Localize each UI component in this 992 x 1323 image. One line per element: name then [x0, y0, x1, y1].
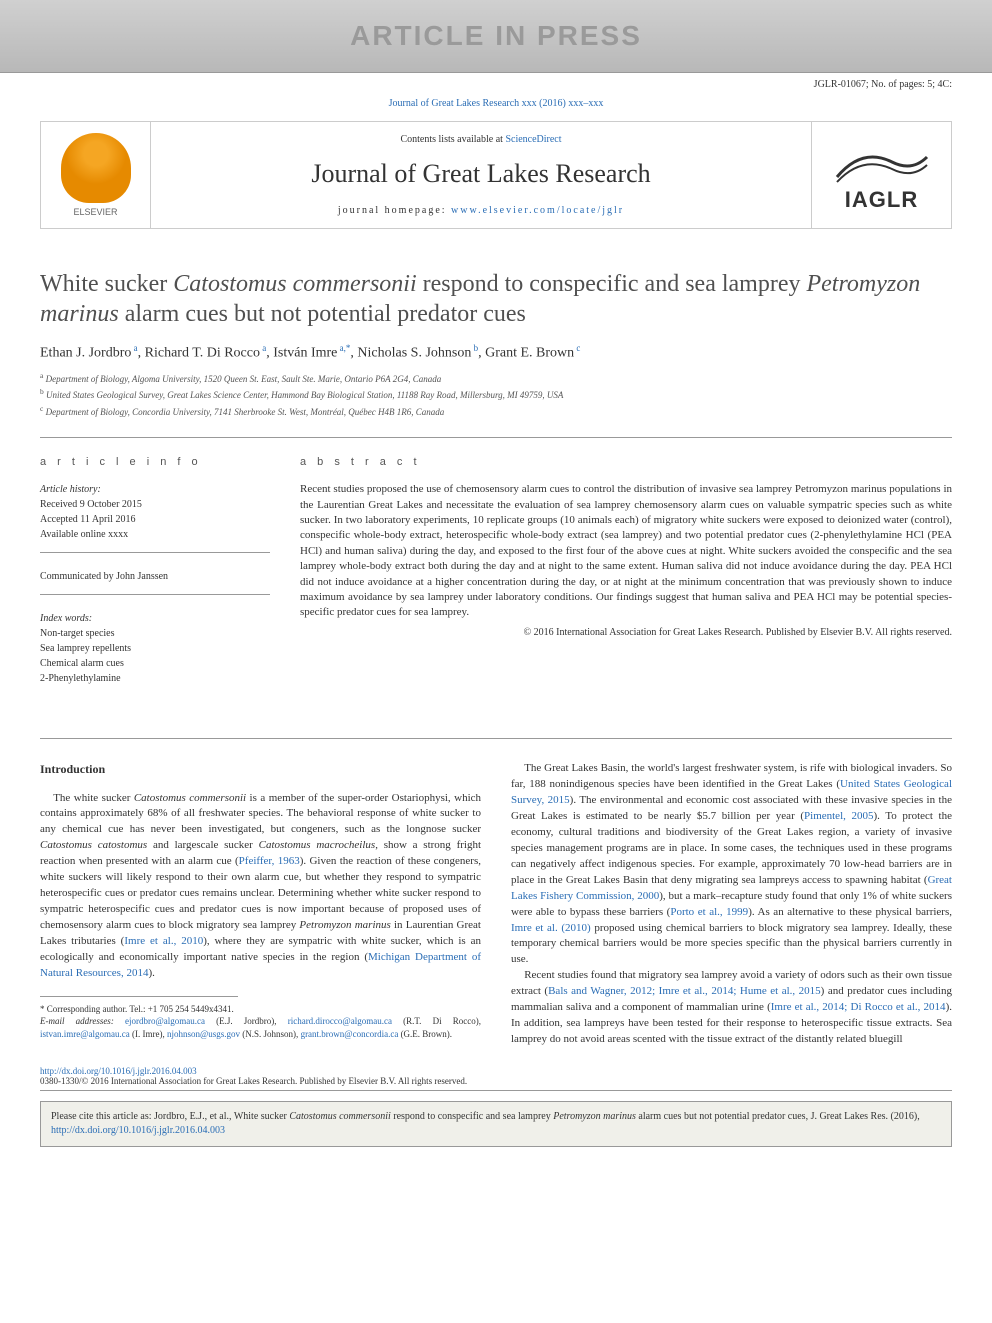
- accepted-date: Accepted 11 April 2016: [40, 512, 270, 527]
- author-4-sup: b: [471, 343, 478, 353]
- author-2-sup: a: [260, 343, 266, 353]
- author-2: Richard T. Di Rocco: [145, 346, 260, 361]
- keyword-4: 2-Phenylethylamine: [40, 671, 270, 686]
- contents-prefix: Contents lists available at: [400, 134, 505, 145]
- elsevier-tree-icon: [61, 133, 131, 203]
- author-1: Ethan J. Jordbro: [40, 346, 131, 361]
- email-1[interactable]: ejordbro@algomau.ca: [125, 1016, 205, 1026]
- email-5[interactable]: grant.brown@concordia.ca: [301, 1029, 399, 1039]
- keyword-2: Sea lamprey repellents: [40, 641, 270, 656]
- author-3: István Imre: [273, 346, 337, 361]
- ref-imre-2014[interactable]: Imre et al., 2014; Di Rocco et al., 2014: [771, 1001, 946, 1013]
- journal-header: ELSEVIER Contents lists available at Sci…: [40, 121, 952, 229]
- title-text-1: White sucker: [40, 271, 173, 297]
- ref-imre-2010[interactable]: Imre et al., 2010: [124, 935, 203, 947]
- title-text-3: alarm cues but not potential predator cu…: [119, 301, 526, 327]
- ref-imre-2010b[interactable]: Imre et al. (2010): [511, 922, 591, 934]
- two-column-layout: Introduction The white sucker Catostomus…: [40, 761, 952, 1048]
- homepage-line: journal homepage: www.elsevier.com/locat…: [163, 205, 799, 216]
- index-label: Index words:: [40, 611, 270, 626]
- reference-line: JGLR-01067; No. of pages: 5; 4C:: [0, 72, 992, 90]
- issn-line: 0380-1330/© 2016 International Associati…: [40, 1076, 952, 1086]
- iaglr-swoosh-icon: [832, 137, 932, 187]
- author-3-sup: a,: [337, 343, 346, 353]
- elsevier-logo: ELSEVIER: [41, 122, 151, 228]
- received-date: Received 9 October 2015: [40, 497, 270, 512]
- affiliations: a Department of Biology, Algoma Universi…: [40, 370, 952, 420]
- sciencedirect-link[interactable]: ScienceDirect: [505, 134, 561, 145]
- article-meta-row: a r t i c l e i n f o Article history: R…: [40, 437, 952, 702]
- intro-para-1: The white sucker Catostomus commersonii …: [40, 791, 481, 982]
- ref-pfeiffer[interactable]: Pfeiffer, 1963: [239, 855, 300, 867]
- keyword-3: Chemical alarm cues: [40, 656, 270, 671]
- footnote-rule: [40, 996, 238, 997]
- body-section: Introduction The white sucker Catostomus…: [40, 738, 952, 1048]
- introduction-head: Introduction: [40, 761, 481, 778]
- author-3-corr: *: [346, 343, 351, 353]
- author-5: Grant E. Brown: [485, 346, 574, 361]
- iaglr-label: IAGLR: [845, 187, 918, 213]
- contents-line: Contents lists available at ScienceDirec…: [163, 134, 799, 145]
- affiliation-a: a Department of Biology, Algoma Universi…: [40, 370, 952, 387]
- iaglr-logo: IAGLR: [811, 122, 951, 228]
- index-words: Index words: Non-target species Sea lamp…: [40, 611, 270, 686]
- journal-title: Journal of Great Lakes Research: [163, 159, 799, 189]
- affiliation-c: c Department of Biology, Concordia Unive…: [40, 403, 952, 420]
- homepage-link[interactable]: www.elsevier.com/locate/jglr: [451, 205, 624, 216]
- intro-para-2: The Great Lakes Basin, the world's large…: [511, 761, 952, 968]
- email-4[interactable]: njohnson@usgs.gov: [167, 1029, 240, 1039]
- communicated-by: Communicated by John Janssen: [40, 569, 270, 595]
- doi-link[interactable]: http://dx.doi.org/10.1016/j.jglr.2016.04…: [40, 1066, 197, 1076]
- affiliation-b: b United States Geological Survey, Great…: [40, 386, 952, 403]
- ref-bals[interactable]: Bals and Wagner, 2012; Imre et al., 2014…: [548, 985, 821, 997]
- intro-para-3: Recent studies found that migratory sea …: [511, 968, 952, 1048]
- email-2[interactable]: richard.dirocco@algomau.ca: [288, 1016, 392, 1026]
- email-addresses: E-mail addresses: ejordbro@algomau.ca (E…: [40, 1015, 481, 1040]
- author-4: Nicholas S. Johnson: [357, 346, 471, 361]
- abstract-text: Recent studies proposed the use of chemo…: [300, 482, 952, 621]
- homepage-prefix: journal homepage:: [338, 205, 451, 216]
- citation-box: Please cite this article as: Jordbro, E.…: [40, 1101, 952, 1147]
- footnotes: * Corresponding author. Tel.: +1 705 254…: [40, 1003, 481, 1041]
- title-italic-1: Catostomus commersonii: [173, 271, 416, 297]
- abstract-column: a b s t r a c t Recent studies proposed …: [300, 456, 952, 702]
- journal-citation: Journal of Great Lakes Research xxx (201…: [0, 90, 992, 121]
- doi-block: http://dx.doi.org/10.1016/j.jglr.2016.04…: [40, 1066, 952, 1091]
- corresponding-author: * Corresponding author. Tel.: +1 705 254…: [40, 1003, 481, 1016]
- citation-doi-link[interactable]: http://dx.doi.org/10.1016/j.jglr.2016.04…: [51, 1125, 225, 1136]
- ref-porto[interactable]: Porto et al., 1999: [670, 906, 748, 918]
- article-info-column: a r t i c l e i n f o Article history: R…: [40, 456, 270, 702]
- email-3[interactable]: istvan.imre@algomau.ca: [40, 1029, 130, 1039]
- authors-line: Ethan J. Jordbro a, Richard T. Di Rocco …: [40, 343, 952, 362]
- author-1-sup: a: [131, 343, 137, 353]
- elsevier-label: ELSEVIER: [73, 207, 117, 217]
- abstract-copyright: © 2016 International Association for Gre…: [300, 627, 952, 638]
- header-center: Contents lists available at ScienceDirec…: [151, 122, 811, 228]
- article-title: White sucker Catostomus commersonii resp…: [40, 269, 952, 329]
- abstract-head: a b s t r a c t: [300, 456, 952, 468]
- article-history: Article history: Received 9 October 2015…: [40, 482, 270, 553]
- left-column: Introduction The white sucker Catostomus…: [40, 761, 481, 1048]
- right-column: The Great Lakes Basin, the world's large…: [511, 761, 952, 1048]
- author-5-sup: c: [574, 343, 580, 353]
- online-date: Available online xxxx: [40, 527, 270, 542]
- article-in-press-banner: ARTICLE IN PRESS: [0, 0, 992, 72]
- title-text-2: respond to conspecific and sea lamprey: [417, 271, 807, 297]
- ref-pimentel[interactable]: Pimentel, 2005: [804, 810, 873, 822]
- article-info-head: a r t i c l e i n f o: [40, 456, 270, 468]
- keyword-1: Non-target species: [40, 626, 270, 641]
- history-label: Article history:: [40, 482, 270, 497]
